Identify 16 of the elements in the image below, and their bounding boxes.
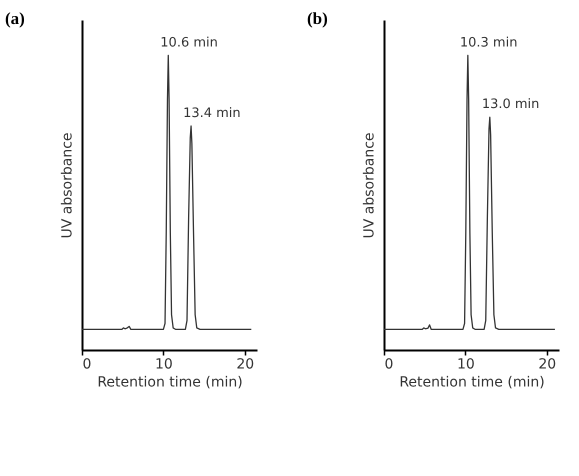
annotation: 13.4 min xyxy=(183,106,241,122)
x-axis-title: Retention time (min) xyxy=(97,374,243,390)
x-tick-label: 20 xyxy=(236,356,254,372)
x-axis-title: Retention time (min) xyxy=(399,374,545,390)
y-axis-title: UV absorbance xyxy=(60,132,76,239)
x-tick-label: 0 xyxy=(384,356,394,372)
annotation: 10.6 min xyxy=(160,35,218,50)
x-tick-label: 10 xyxy=(456,356,475,372)
x-tick-label: 20 xyxy=(538,356,556,372)
y-axis-title: UV absorbance xyxy=(362,132,378,239)
chart-title: (b) xyxy=(307,9,328,28)
chart-title: (a) xyxy=(5,9,25,28)
annotation: 13.0 min xyxy=(482,97,540,112)
x-tick-label: 10 xyxy=(154,356,173,372)
x-tick-label: 0 xyxy=(82,356,92,372)
annotation: 10.3 min xyxy=(460,35,518,50)
